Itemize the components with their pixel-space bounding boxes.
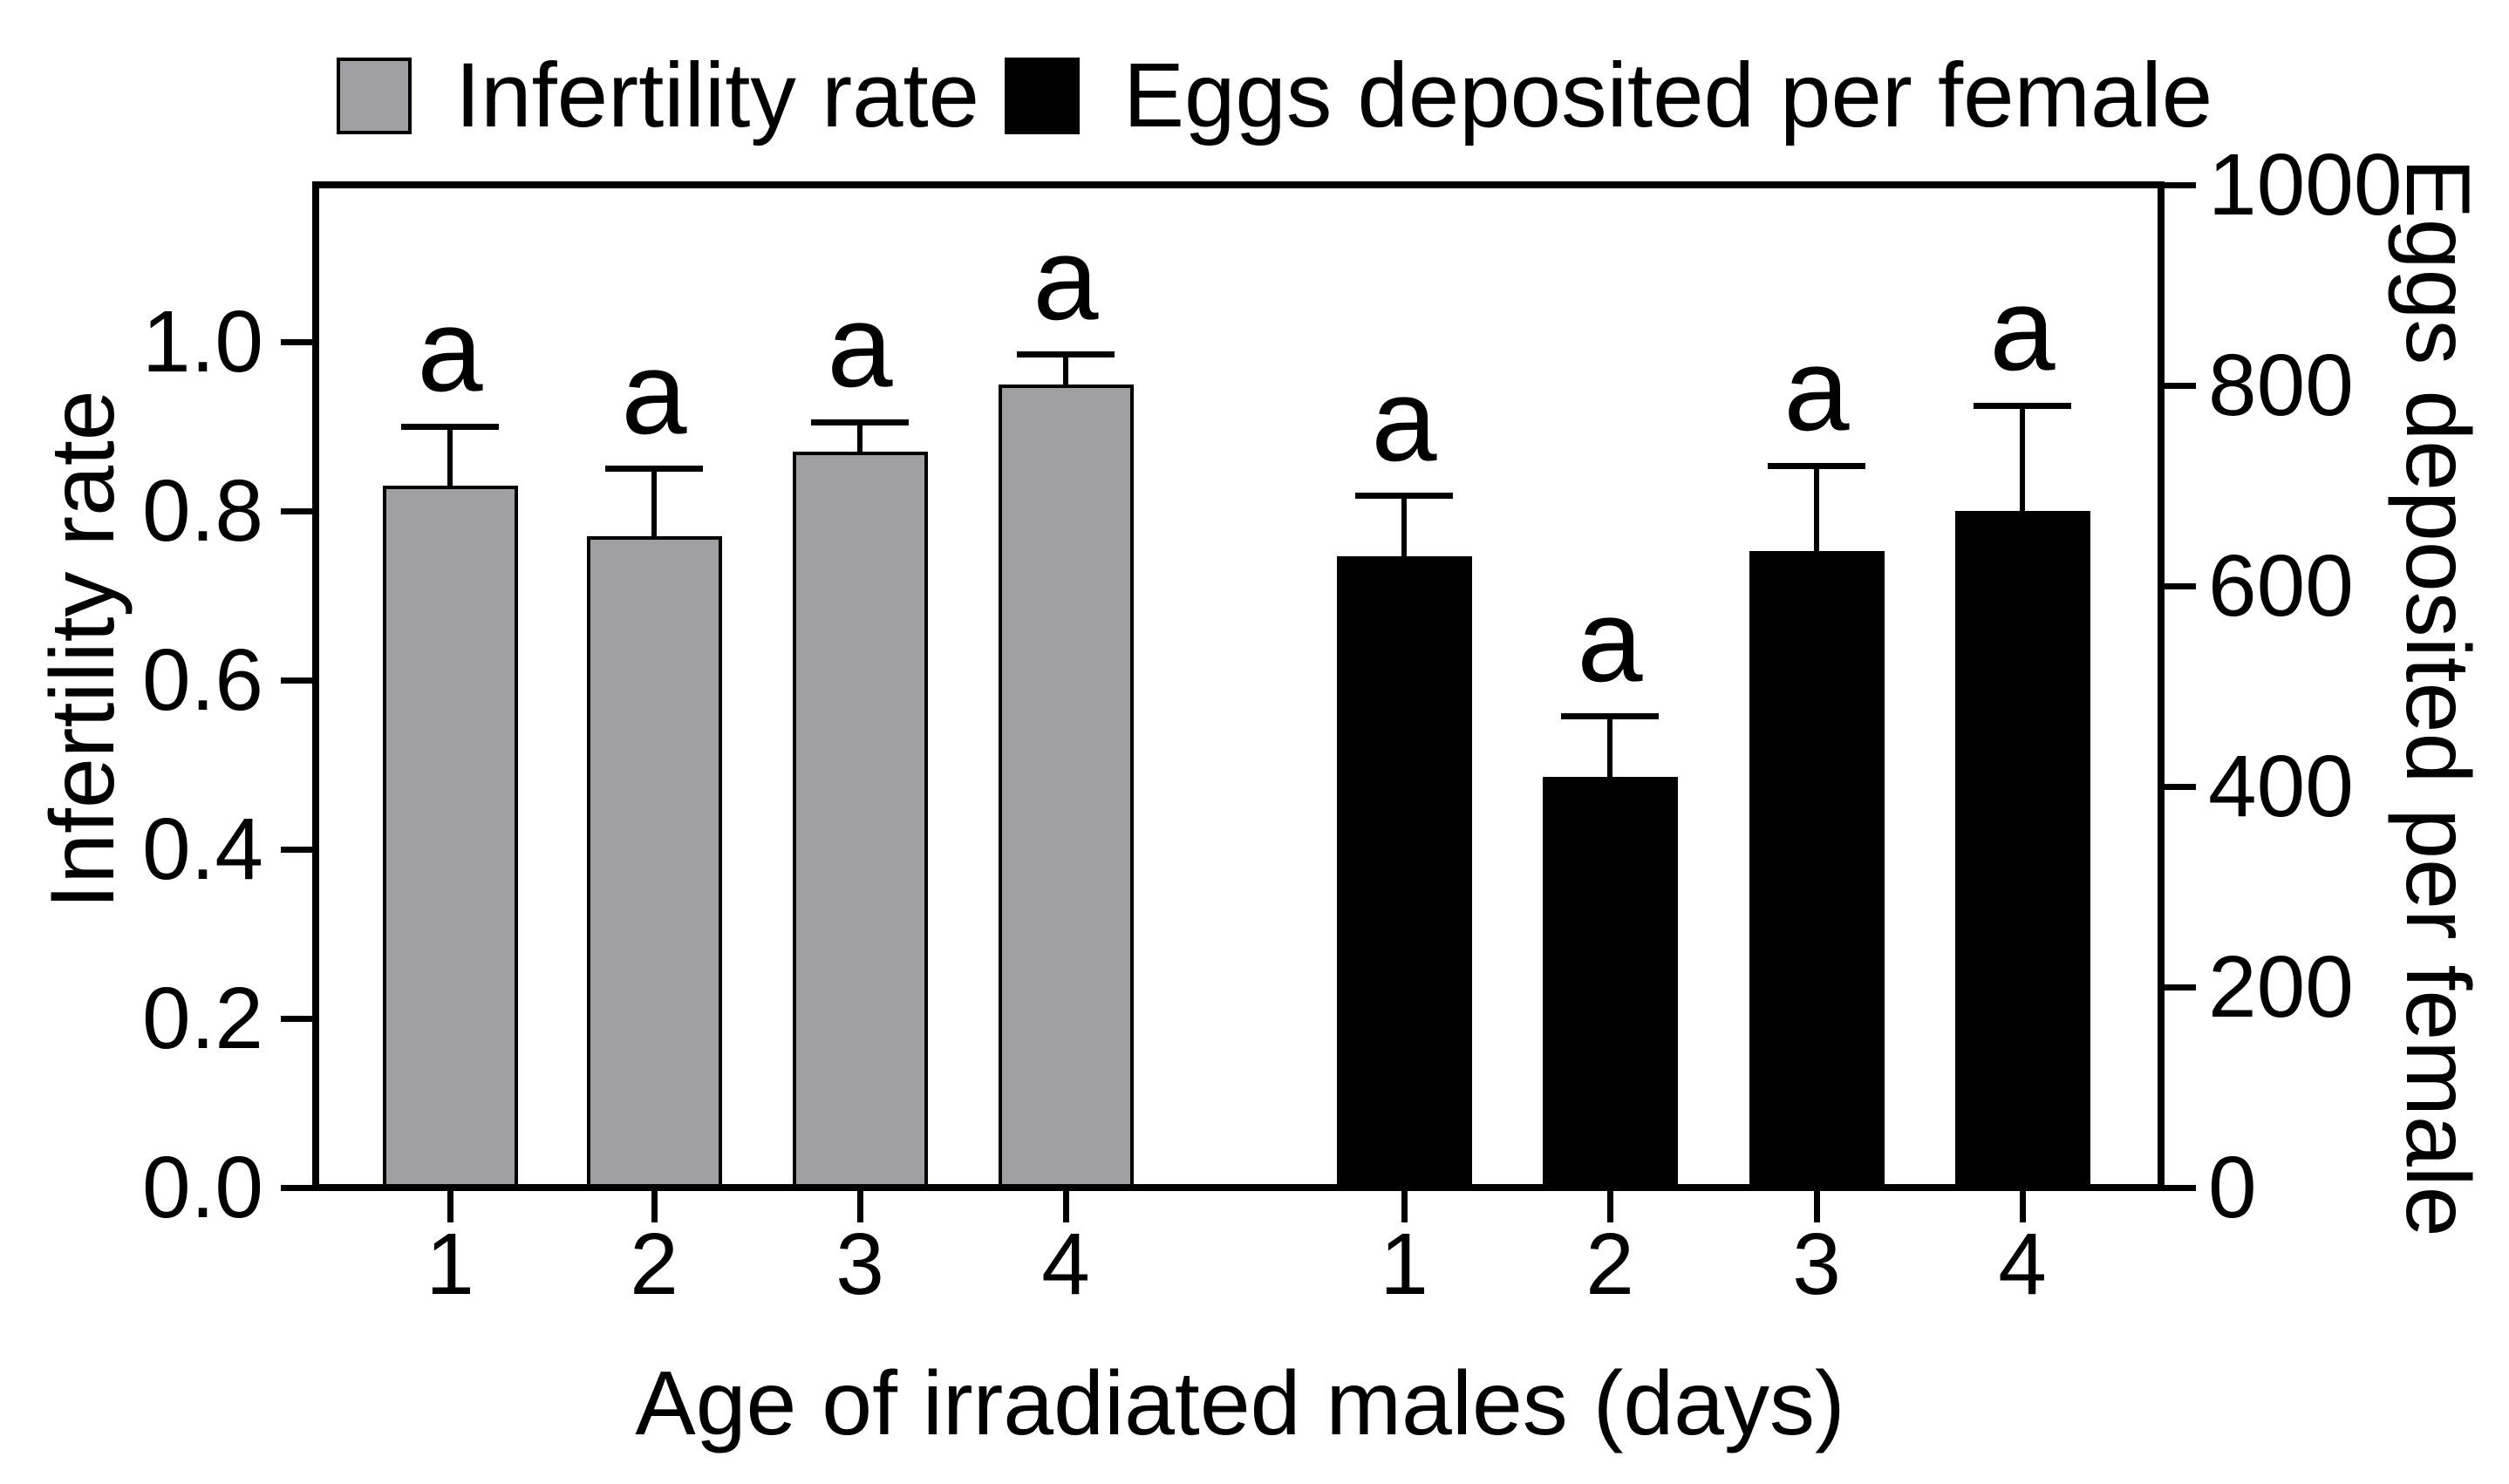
left-axis-tick bbox=[281, 338, 312, 345]
bar-infertility-rate-1 bbox=[382, 486, 518, 1188]
left-axis-tick bbox=[281, 677, 312, 684]
significance-letter: a bbox=[1577, 574, 1643, 706]
error-bar-vertical bbox=[1607, 716, 1612, 779]
x-axis-tick bbox=[1062, 1191, 1069, 1222]
right-axis-tick bbox=[2165, 181, 2196, 188]
x-axis-tick bbox=[1813, 1191, 1820, 1222]
left-axis-tick bbox=[281, 1184, 312, 1191]
bar-infertility-rate-4 bbox=[998, 384, 1134, 1188]
error-bar-cap bbox=[605, 466, 703, 473]
x-axis-tick bbox=[2019, 1191, 2026, 1222]
left-axis-tick bbox=[281, 846, 312, 853]
right-axis-tick bbox=[2165, 783, 2196, 790]
legend-item-eggs-deposited: Eggs deposited per female bbox=[1005, 50, 2212, 141]
error-bar-cap bbox=[1561, 713, 1659, 719]
x-category-label: 2 bbox=[630, 1215, 678, 1313]
right-axis-tick-label: 200 bbox=[2208, 938, 2354, 1036]
x-axis-tick bbox=[1401, 1191, 1408, 1222]
x-category-label: 4 bbox=[1998, 1215, 2047, 1313]
error-bar-vertical bbox=[2020, 405, 2025, 513]
error-bar-cap bbox=[1974, 402, 2071, 409]
error-bar-vertical bbox=[1401, 495, 1407, 558]
legend-swatch-eggs-deposited bbox=[1005, 57, 1080, 134]
bar-eggs-deposited-4 bbox=[1954, 510, 2090, 1188]
x-category-label: 4 bbox=[1041, 1215, 1090, 1313]
error-bar-cap bbox=[1355, 493, 1453, 499]
x-axis-tick bbox=[856, 1191, 863, 1222]
legend-item-infertility-rate: Infertility rate bbox=[337, 50, 979, 141]
significance-letter: a bbox=[827, 280, 893, 412]
x-axis-title: Age of irradiated males (days) bbox=[635, 1353, 1845, 1454]
left-axis-tick-label: 0.2 bbox=[141, 970, 263, 1068]
legend-label-infertility-rate: Infertility rate bbox=[455, 44, 980, 146]
bar-eggs-deposited-3 bbox=[1749, 550, 1885, 1188]
right-axis-tick bbox=[2165, 984, 2196, 990]
significance-letter: a bbox=[1371, 353, 1437, 486]
bar-eggs-deposited-2 bbox=[1542, 776, 1678, 1188]
x-category-label: 1 bbox=[426, 1215, 474, 1313]
error-bar-vertical bbox=[651, 468, 657, 539]
left-axis-tick-label: 0.6 bbox=[141, 631, 263, 730]
right-axis-title: Eggs deposited per female bbox=[2387, 158, 2488, 1237]
error-bar-vertical bbox=[1063, 354, 1068, 386]
x-axis-tick bbox=[1606, 1191, 1613, 1222]
x-axis-tick bbox=[651, 1191, 658, 1222]
left-axis-tick bbox=[281, 1015, 312, 1022]
error-bar-vertical bbox=[857, 422, 862, 454]
right-axis-tick bbox=[2165, 382, 2196, 389]
legend-swatch-infertility-rate bbox=[337, 57, 412, 134]
right-axis-tick-label: 0 bbox=[2208, 1139, 2257, 1236]
right-axis-tick bbox=[2165, 1184, 2196, 1191]
significance-letter: a bbox=[1033, 212, 1099, 344]
x-axis-tick bbox=[447, 1191, 453, 1222]
bar-eggs-deposited-1 bbox=[1336, 555, 1472, 1188]
right-axis-tick-label: 800 bbox=[2208, 337, 2354, 434]
x-category-label: 1 bbox=[1380, 1215, 1428, 1313]
right-axis-tick-label: 600 bbox=[2208, 537, 2354, 635]
left-axis-tick-label: 0.8 bbox=[141, 462, 263, 561]
error-bar-cap bbox=[811, 419, 909, 425]
error-bar-cap bbox=[1768, 462, 1865, 469]
error-bar-cap bbox=[401, 423, 499, 430]
right-axis-tick bbox=[2165, 582, 2196, 589]
right-axis-tick-label: 400 bbox=[2208, 738, 2354, 835]
error-bar-vertical bbox=[1814, 466, 1819, 553]
error-bar-cap bbox=[1017, 351, 1115, 358]
left-axis-tick-label: 0.4 bbox=[141, 800, 263, 899]
legend-label-eggs-deposited: Eggs deposited per female bbox=[1123, 44, 2213, 146]
left-axis-tick-label: 0.0 bbox=[141, 1139, 263, 1236]
error-bar-vertical bbox=[447, 426, 453, 488]
left-axis-tick-label: 1.0 bbox=[141, 293, 263, 391]
significance-letter: a bbox=[1783, 323, 1850, 455]
significance-letter: a bbox=[417, 284, 483, 417]
x-category-label: 3 bbox=[1792, 1215, 1841, 1313]
left-axis-tick bbox=[281, 507, 312, 514]
bar-infertility-rate-3 bbox=[792, 452, 928, 1188]
right-axis-tick-label: 1000 bbox=[2208, 136, 2403, 234]
x-category-label: 3 bbox=[835, 1215, 884, 1313]
bar-infertility-rate-2 bbox=[586, 536, 722, 1188]
x-category-label: 2 bbox=[1585, 1215, 1634, 1313]
left-axis-title: Infertility rate bbox=[32, 390, 133, 909]
significance-letter: a bbox=[1989, 263, 2056, 395]
significance-letter: a bbox=[621, 326, 687, 459]
